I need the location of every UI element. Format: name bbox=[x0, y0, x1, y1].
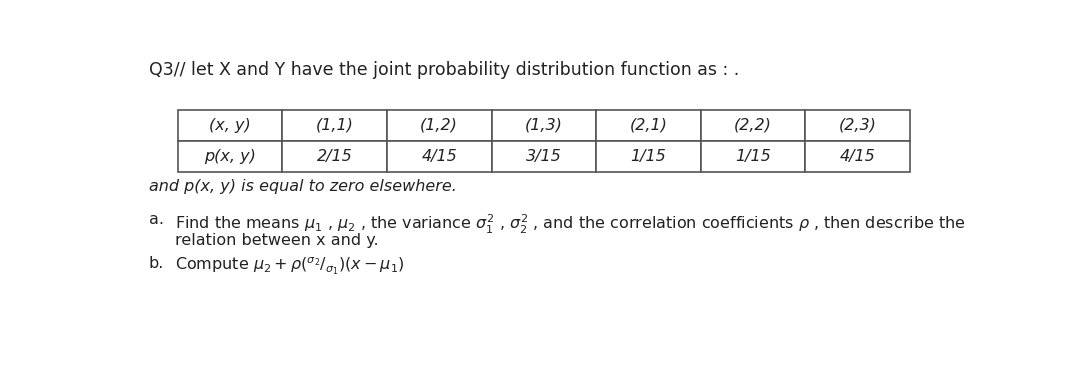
Text: (1,2): (1,2) bbox=[420, 118, 458, 133]
Text: 3/15: 3/15 bbox=[526, 149, 562, 164]
Text: (x, y): (x, y) bbox=[210, 118, 251, 133]
Text: Q3// let X and Y have the joint probability distribution function as : .: Q3// let X and Y have the joint probabil… bbox=[149, 61, 739, 79]
Text: and p(x, y) is equal to zero elsewhere.: and p(x, y) is equal to zero elsewhere. bbox=[149, 179, 457, 194]
Bar bbox=[282, 141, 387, 172]
Text: p(x, y): p(x, y) bbox=[204, 149, 256, 164]
Bar bbox=[177, 110, 282, 141]
Text: Compute $\mu_2 + \rho(^{\sigma_2}/_{\sigma_1})(x - \mu_1)$: Compute $\mu_2 + \rho(^{\sigma_2}/_{\sig… bbox=[175, 256, 405, 277]
Text: (2,2): (2,2) bbox=[734, 118, 772, 133]
Text: (1,3): (1,3) bbox=[525, 118, 563, 133]
Bar bbox=[491, 110, 596, 141]
Text: b.: b. bbox=[149, 256, 164, 271]
Bar bbox=[806, 141, 910, 172]
Bar bbox=[491, 141, 596, 172]
Text: 1/15: 1/15 bbox=[735, 149, 771, 164]
Bar bbox=[387, 110, 491, 141]
Text: Find the means $\mu_1$ , $\mu_2$ , the variance $\sigma_1^2$ , $\sigma_2^2$ , an: Find the means $\mu_1$ , $\mu_2$ , the v… bbox=[175, 212, 966, 236]
Bar bbox=[177, 141, 282, 172]
Text: 4/15: 4/15 bbox=[840, 149, 876, 164]
Text: 4/15: 4/15 bbox=[421, 149, 457, 164]
Bar bbox=[806, 110, 910, 141]
Text: (1,1): (1,1) bbox=[315, 118, 353, 133]
Text: a.: a. bbox=[149, 212, 164, 227]
Text: 2/15: 2/15 bbox=[316, 149, 352, 164]
Bar bbox=[596, 110, 701, 141]
Bar bbox=[701, 141, 806, 172]
Bar bbox=[387, 141, 491, 172]
Bar bbox=[282, 110, 387, 141]
Text: relation between x and y.: relation between x and y. bbox=[175, 233, 379, 248]
Text: 1/15: 1/15 bbox=[631, 149, 666, 164]
Text: (2,3): (2,3) bbox=[839, 118, 877, 133]
Text: (2,1): (2,1) bbox=[630, 118, 667, 133]
Bar bbox=[596, 141, 701, 172]
Bar bbox=[701, 110, 806, 141]
